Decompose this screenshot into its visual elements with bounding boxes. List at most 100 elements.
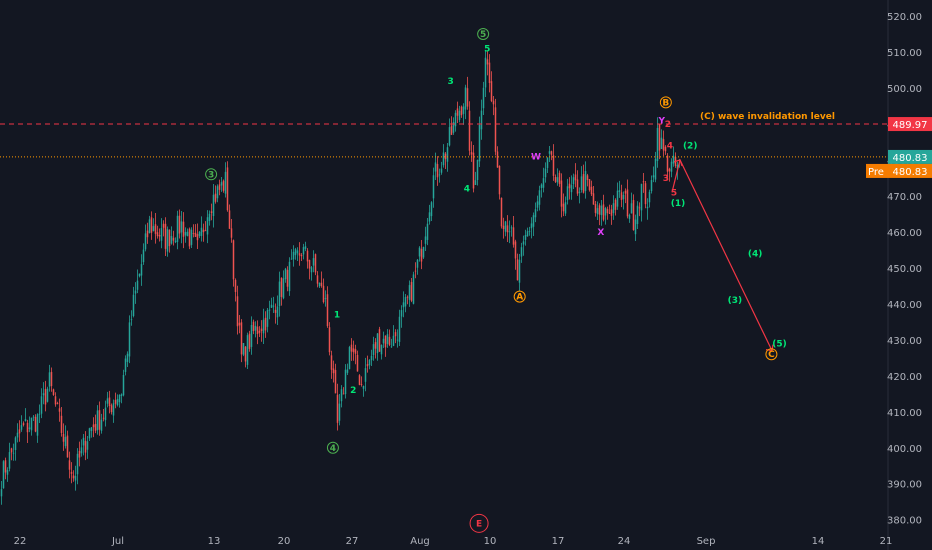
candle-body bbox=[454, 112, 457, 127]
candle-body bbox=[526, 231, 529, 237]
candle-body bbox=[130, 319, 133, 321]
candle-body bbox=[164, 223, 167, 249]
wave-label: W bbox=[531, 152, 541, 162]
price-tick-label: 440.00 bbox=[887, 300, 922, 311]
candle-body bbox=[402, 302, 405, 308]
candle-body bbox=[596, 208, 599, 215]
candle-body bbox=[508, 231, 511, 233]
candle-body bbox=[636, 205, 639, 225]
candle-body bbox=[216, 186, 219, 199]
candle-body bbox=[28, 427, 31, 429]
candle-body bbox=[366, 364, 369, 367]
candle-body bbox=[666, 155, 669, 172]
candle-body bbox=[486, 59, 489, 65]
candle-body bbox=[660, 137, 663, 150]
candle-body bbox=[632, 200, 635, 231]
candle-body bbox=[66, 435, 69, 458]
candle-body bbox=[234, 279, 237, 292]
price-tick-label: 410.00 bbox=[887, 408, 922, 419]
candle-body bbox=[168, 229, 171, 247]
candle-body bbox=[440, 168, 443, 173]
candle-body bbox=[512, 227, 515, 245]
candle-body bbox=[14, 437, 17, 451]
candle-body bbox=[92, 424, 95, 428]
candle-body bbox=[320, 282, 323, 286]
candle-body bbox=[48, 372, 51, 387]
candle-body bbox=[134, 290, 137, 294]
candle-body bbox=[44, 389, 47, 405]
wave-label: 2 bbox=[665, 120, 671, 130]
candle-body bbox=[126, 353, 129, 362]
candle-body bbox=[556, 177, 559, 183]
candle-body bbox=[90, 427, 93, 431]
candle-body bbox=[532, 215, 535, 227]
candle-body bbox=[668, 168, 671, 172]
candle-body bbox=[392, 335, 395, 346]
time-axis[interactable]: 22 Jul 13 20 27 Aug 10 17 24 Sep 14 21 bbox=[14, 536, 893, 547]
candle-body bbox=[506, 225, 509, 233]
candle-body bbox=[112, 403, 115, 416]
price-tick-label: 390.00 bbox=[887, 480, 922, 491]
candle-body bbox=[38, 413, 41, 415]
candle-body bbox=[146, 230, 149, 238]
candle-body bbox=[446, 147, 449, 162]
candle-body bbox=[466, 88, 469, 107]
candle-body bbox=[210, 211, 213, 213]
wave-label: 5 bbox=[480, 30, 486, 40]
candle-body bbox=[212, 194, 215, 217]
candle-body bbox=[116, 399, 119, 406]
candle-body bbox=[642, 181, 645, 183]
candle-body bbox=[52, 389, 55, 395]
candle-body bbox=[154, 224, 157, 234]
candle-body bbox=[110, 405, 113, 413]
candle-body bbox=[550, 151, 553, 155]
candle-body bbox=[640, 183, 643, 211]
candle-body bbox=[68, 460, 71, 470]
candle-body bbox=[612, 203, 615, 214]
candle-body bbox=[72, 475, 75, 479]
candle-body bbox=[184, 232, 187, 236]
candle-body bbox=[544, 168, 547, 178]
candle-body bbox=[564, 202, 567, 214]
candle-body bbox=[474, 180, 477, 185]
projection-segment bbox=[671, 159, 681, 193]
candle-body bbox=[494, 107, 497, 152]
candle-body bbox=[670, 161, 673, 172]
candle-body bbox=[40, 396, 43, 414]
candle-body bbox=[352, 348, 355, 353]
candle-body bbox=[20, 425, 23, 430]
candle-body bbox=[186, 231, 189, 237]
candle-body bbox=[156, 232, 159, 237]
invalidation-label: (C) wave invalidation level bbox=[700, 112, 835, 122]
candle-body bbox=[334, 369, 337, 394]
candle-body bbox=[208, 213, 211, 221]
candle-body bbox=[148, 219, 151, 234]
candle-body bbox=[226, 167, 229, 211]
candle-body bbox=[578, 191, 581, 193]
candle-body bbox=[78, 450, 81, 458]
wave-label: X bbox=[597, 228, 604, 238]
candle-body bbox=[520, 247, 523, 257]
candle-body bbox=[268, 309, 271, 311]
candle-body bbox=[650, 180, 653, 192]
wave-label-circle bbox=[326, 441, 339, 454]
price-axis[interactable]: 520.00510.00500.00490.00480.00470.00460.… bbox=[887, 12, 922, 527]
candle-body bbox=[626, 189, 629, 217]
price-tick-label: 470.00 bbox=[887, 192, 922, 203]
time-tick-label: 14 bbox=[812, 536, 825, 547]
candle-body bbox=[328, 327, 331, 353]
candle-body bbox=[84, 440, 87, 453]
price-tick-label: 450.00 bbox=[887, 264, 922, 275]
candle-body bbox=[4, 460, 7, 473]
candle-body bbox=[510, 227, 513, 229]
candle-body bbox=[456, 108, 459, 116]
candle-body bbox=[58, 408, 61, 412]
candle-body bbox=[264, 317, 267, 331]
candle-body bbox=[426, 223, 429, 240]
candle-body bbox=[610, 209, 613, 216]
candle-body bbox=[2, 461, 5, 489]
price-tick-label: 430.00 bbox=[887, 336, 922, 347]
candle-body bbox=[176, 215, 179, 242]
price-badge bbox=[888, 117, 932, 132]
